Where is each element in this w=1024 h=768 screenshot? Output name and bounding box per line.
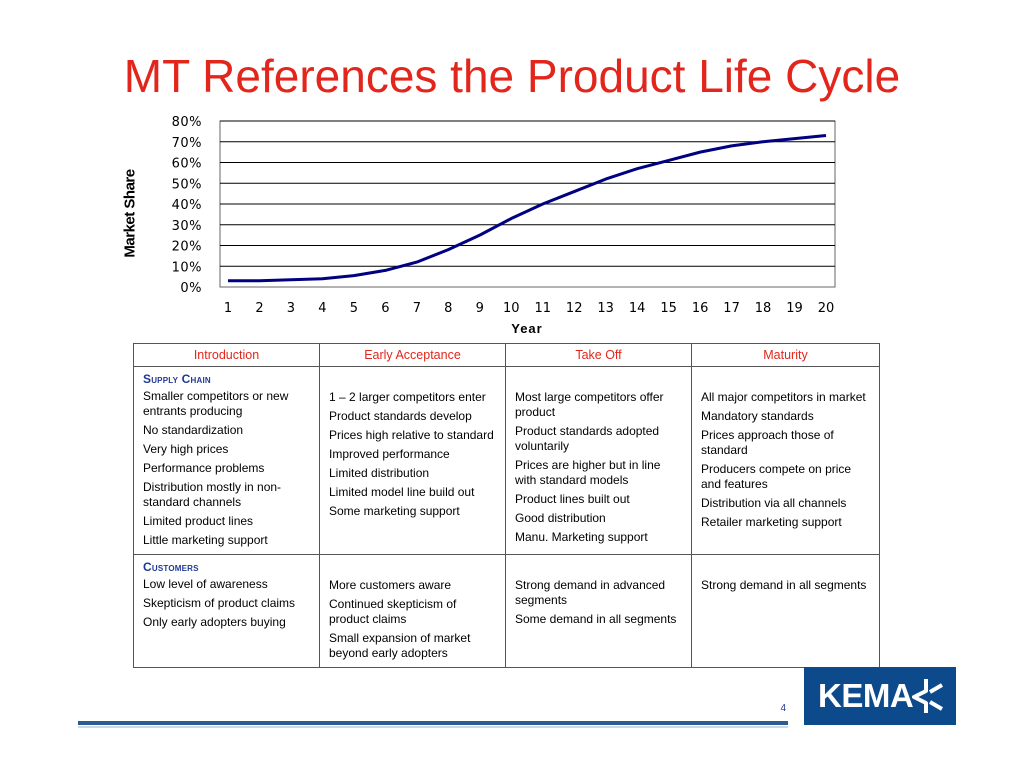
market-share-chart: 0%10%20%30%40%50%60%70%80%1 2 3 4 5 6 7 8 9 10 11 1… [172,115,836,316]
y-tick-label: 70% [172,136,202,151]
list-item: Prices approach those of standard [701,428,834,457]
x-tick-label: 12 [566,301,583,316]
header-take-off: Take Off [505,343,692,367]
logo-wordmark: KEMA [818,677,914,714]
list-item: Product standards develop [329,409,472,423]
list-item: Smaller competitors or new entrants prod… [143,389,289,418]
x-tick-label: 18 [755,301,772,316]
y-tick-label: 40% [172,198,202,213]
section-title: Supply Chain [143,372,211,386]
x-tick-label: 15 [660,301,677,316]
y-tick-label: 10% [172,260,202,275]
y-tick-label: 60% [172,157,202,172]
y-axis-label: Market Share [121,169,139,258]
list-item: Strong demand in all segments [701,578,867,592]
x-tick-label: 4 [318,301,326,316]
table-cell: Most large competitors offer product Prod… [505,366,692,555]
x-tick-label: 1 [224,301,232,316]
list-item: Limited distribution [329,466,430,480]
list-item: Distribution mostly in non-standard chan… [143,480,282,509]
footer-divider [78,721,788,725]
table-section-row: Supply Chain Smaller competitors or new e… [133,366,880,555]
list-item: Producers compete on price and features [701,462,852,491]
x-tick-label: 3 [287,301,295,316]
list-item: Performance problems [143,461,265,475]
x-tick-label: 19 [786,301,803,316]
page-number: 4 [780,703,786,714]
x-tick-label: 20 [818,301,835,316]
x-tick-label: 8 [444,301,452,316]
x-tick-label: 11 [534,301,551,316]
list-item: Good distribution [515,511,606,525]
list-item: Most large competitors offer product [515,390,664,419]
y-tick-label: 20% [172,240,202,255]
list-item: Limited model line build out [329,485,475,499]
table-cell: Strong demand in advanced segments Some d… [505,554,692,668]
x-tick-label: 2 [255,301,263,316]
table-cell: All major competitors in market Mandatory… [691,366,880,555]
y-tick-label: 80% [172,115,202,130]
table-cell: Customers Low level of awareness Skepticis… [133,554,320,668]
header-early-acceptance: Early Acceptance [319,343,506,367]
section-title: Customers [143,560,199,574]
list-item: Some demand in all segments [515,612,677,626]
table-cell: More customers aware Continued skepticism… [319,554,506,668]
x-tick-label: 6 [381,301,389,316]
slide-title: MT References the Product Life Cycle [123,50,901,102]
list-item: Product lines built out [515,492,630,506]
list-item: Only early adopters buying [143,615,286,629]
footer-divider-shadow [78,726,788,728]
list-item: All major competitors in market [701,390,866,404]
table-header-row: Introduction Early Acceptance Take Off M… [133,343,880,367]
x-tick-label: 16 [692,301,709,316]
list-item: Product standards adopted voluntarily [515,424,660,453]
table-cell: Supply Chain Smaller competitors or new e… [133,366,320,555]
list-item: Low level of awareness [143,577,268,591]
table-cell: 1 – 2 larger competitors enter Product st… [319,366,506,555]
x-tick-label: 7 [413,301,421,316]
life-cycle-table: Introduction Early Acceptance Take Off M… [133,343,880,668]
kema-logo: KEMA [804,667,956,725]
table-section-row: Customers Low level of awareness Skepticis… [133,554,880,668]
list-item: 1 – 2 larger competitors enter [329,390,486,404]
y-tick-label: 50% [172,177,202,192]
y-tick-label: 30% [172,219,202,234]
list-item: No standardization [143,423,244,437]
list-item: Distribution via all channels [701,496,847,510]
x-axis-label: Year [511,321,543,336]
list-item: Strong demand in advanced segments [515,578,666,607]
list-item: Some marketing support [329,504,460,518]
list-item: Limited product lines [143,514,254,528]
list-item: Mandatory standards [701,409,814,423]
header-introduction: Introduction [133,343,320,367]
list-item: Continued skepticism of product claims [329,597,457,626]
y-tick-label: 0% [180,281,202,296]
header-maturity: Maturity [691,343,880,367]
x-tick-label: 17 [723,301,740,316]
list-item: Prices high relative to standard [329,428,494,442]
list-item: Small expansion of market beyond early a… [329,631,471,660]
logo-mark-icon [912,679,944,713]
x-tick-label: 9 [476,301,484,316]
list-item: Very high prices [143,442,229,456]
list-item: More customers aware [329,578,452,592]
list-item: Retailer marketing support [701,515,842,529]
list-item: Skepticism of product claims [143,596,296,610]
list-item: Little marketing support [143,533,268,547]
x-tick-label: 14 [629,301,646,316]
list-item: Manu. Marketing support [515,530,648,544]
x-tick-label: 13 [597,301,614,316]
series-line [228,134,827,283]
list-item: Improved performance [329,447,450,461]
table-cell: Strong demand in all segments [691,554,880,668]
list-item: Prices are higher but in line with stand… [515,458,661,487]
x-tick-label: 5 [350,301,358,316]
x-tick-label: 10 [503,301,520,316]
